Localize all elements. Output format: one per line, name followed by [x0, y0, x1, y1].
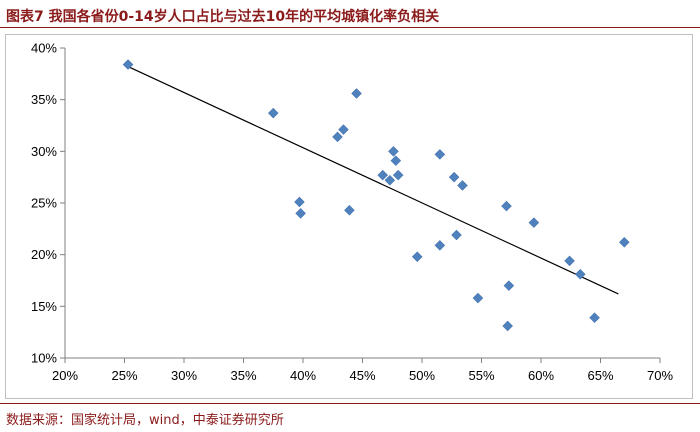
title-divider	[0, 27, 700, 28]
x-tick-label: 70%	[647, 368, 673, 383]
y-tick-label: 10%	[31, 351, 57, 366]
data-point	[295, 207, 306, 219]
data-point	[574, 268, 586, 280]
data-point	[332, 131, 343, 143]
data-point	[294, 196, 305, 208]
x-tick-label: 65%	[587, 368, 613, 383]
x-tick-label: 40%	[290, 368, 316, 383]
x-tick-label: 45%	[349, 368, 375, 383]
data-point	[434, 240, 446, 251]
data-point	[384, 174, 396, 186]
x-tick-label: 30%	[171, 368, 197, 383]
y-tick-label: 35%	[31, 92, 57, 107]
data-points	[122, 59, 630, 332]
data-point	[589, 312, 600, 324]
data-point	[122, 59, 134, 70]
x-tick-label: 20%	[52, 368, 78, 383]
data-point	[618, 236, 630, 248]
data-point	[564, 255, 575, 267]
trendline	[127, 66, 619, 295]
x-tick-label: 60%	[528, 368, 554, 383]
axes: 10% 15% 20% 25% 30% 35% 40% 20% 25% 30% 35% 40% 45% 5…	[31, 41, 673, 384]
scatter-chart: 10% 15% 20% 25% 30% 35% 40% 20% 25% 30% 35% 40% 45% 5…	[31, 41, 673, 384]
data-point	[501, 200, 512, 212]
chart-title: 图表7 我国各省份0-14岁人口占比与过去10年的平均城镇化率负相关	[6, 9, 440, 25]
data-point	[267, 107, 279, 119]
trendline-layer	[127, 66, 619, 295]
x-tick-label: 55%	[468, 368, 494, 383]
data-point	[451, 229, 462, 241]
x-tick-label: 35%	[230, 368, 256, 383]
data-point	[472, 292, 484, 304]
data-point	[390, 155, 402, 166]
y-tick-label: 25%	[31, 196, 57, 211]
data-point	[503, 280, 515, 292]
x-tick-label: 50%	[409, 368, 435, 383]
y-tick-label: 30%	[31, 144, 57, 159]
footer-divider	[0, 403, 700, 404]
x-tick-label: 25%	[111, 368, 137, 383]
data-point	[344, 204, 355, 216]
data-point	[351, 88, 362, 99]
data-point	[434, 149, 446, 160]
y-tick-label: 40%	[31, 41, 57, 56]
data-point	[388, 145, 399, 157]
data-point	[392, 169, 404, 181]
data-point	[377, 169, 389, 181]
data-point	[528, 217, 540, 228]
data-point	[448, 171, 460, 183]
y-tick-label: 20%	[31, 247, 57, 262]
source-note: 数据来源：国家统计局，wind，中泰证券研究所	[6, 413, 284, 428]
y-tick-label: 15%	[31, 299, 57, 314]
data-point	[502, 320, 514, 332]
data-point	[411, 251, 423, 263]
data-point	[338, 124, 349, 135]
chart-frame: 10% 15% 20% 25% 30% 35% 40% 20% 25% 30% 35% 40% 45% 5…	[5, 34, 693, 399]
data-point	[457, 180, 468, 191]
